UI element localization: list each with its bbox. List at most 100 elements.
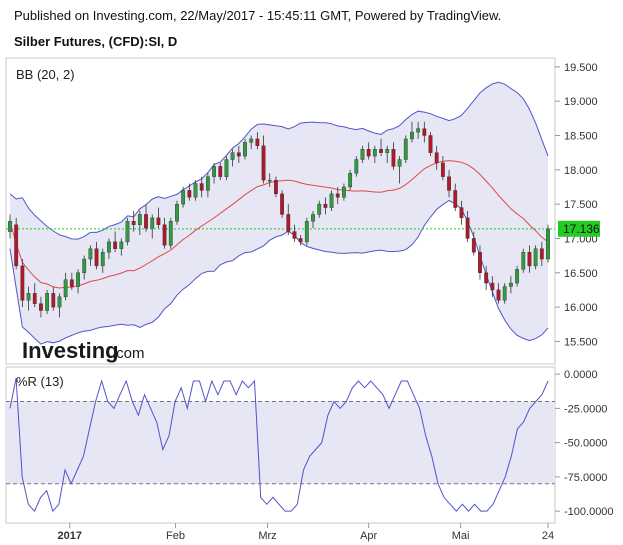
candle — [69, 272, 74, 290]
candle-body — [100, 251, 105, 267]
candle — [57, 293, 62, 318]
candle — [205, 173, 210, 198]
candle — [304, 217, 309, 246]
candle-body — [348, 173, 353, 188]
candle — [366, 142, 371, 160]
candles — [8, 121, 550, 318]
candle-body — [175, 203, 179, 222]
candle — [428, 132, 433, 157]
candle-body — [335, 193, 340, 198]
candle-body — [69, 279, 74, 287]
candle — [391, 142, 396, 170]
price-tick-label: 19.500 — [564, 62, 598, 74]
candle-body — [391, 149, 396, 167]
candle-body — [39, 303, 43, 311]
candle-body — [416, 128, 421, 133]
candle — [539, 241, 544, 266]
candle-body — [88, 248, 93, 260]
candle — [261, 135, 266, 184]
candle — [416, 121, 421, 139]
candle — [459, 200, 464, 225]
candle — [39, 296, 43, 318]
candle-body — [76, 272, 80, 287]
logo-suffix: .com — [112, 345, 145, 362]
candle — [478, 245, 482, 280]
candle — [385, 145, 390, 163]
candle-body — [366, 149, 371, 157]
candle — [125, 217, 130, 246]
candle — [471, 231, 476, 256]
lower-band-line — [9, 199, 549, 345]
candle — [342, 183, 346, 201]
candle — [348, 169, 353, 191]
candle-body — [304, 221, 309, 243]
candle-body — [354, 159, 359, 174]
candle-body — [20, 265, 25, 301]
candle — [212, 162, 216, 184]
candle-body — [286, 214, 291, 232]
candle — [100, 248, 105, 273]
candle-body — [144, 214, 148, 229]
wr-band-fill — [6, 401, 555, 484]
price-tick-label: 16.500 — [564, 268, 598, 280]
candle — [243, 138, 247, 160]
candle-body — [329, 193, 334, 208]
candle-body — [218, 166, 223, 177]
candle — [187, 183, 192, 201]
candle-body — [14, 224, 19, 267]
candle — [335, 186, 340, 205]
price-tick-label: 15.500 — [564, 336, 598, 348]
candle-body — [372, 149, 377, 157]
candle-body — [527, 251, 532, 267]
candle — [311, 211, 315, 229]
candle-body — [131, 221, 136, 225]
candle-body — [379, 149, 383, 153]
candle-body — [113, 241, 118, 249]
candle — [137, 211, 142, 236]
candle — [280, 190, 284, 218]
candle — [323, 197, 328, 215]
price-tick-label: 16.000 — [564, 302, 598, 314]
candle — [236, 145, 241, 163]
candle — [20, 259, 25, 308]
published-header: Published on Investing.com, 22/May/2017 … — [14, 8, 502, 23]
candle — [496, 283, 501, 304]
candle-body — [212, 166, 216, 177]
candle — [422, 121, 427, 143]
candle — [453, 183, 458, 211]
price-marker-value: 17.136 — [563, 222, 600, 236]
candle-body — [434, 152, 439, 164]
candle — [317, 200, 322, 218]
candle — [292, 224, 297, 242]
candle-body — [515, 269, 519, 284]
candle — [181, 186, 186, 208]
candle-body — [292, 231, 297, 239]
candle-body — [478, 251, 482, 273]
candle — [199, 176, 204, 198]
candle-body — [490, 282, 495, 291]
candle-body — [274, 179, 278, 195]
candle-body — [26, 293, 31, 301]
candle-body — [224, 159, 229, 177]
candle — [298, 235, 303, 246]
candle — [175, 200, 179, 225]
candle — [372, 145, 377, 163]
candle-body — [317, 203, 322, 215]
date-tick-label: Apr — [360, 530, 377, 542]
candle — [502, 283, 507, 304]
candle — [107, 238, 111, 260]
candle-body — [125, 221, 130, 243]
date-tick-label: 24 — [542, 530, 554, 542]
candle-body — [156, 217, 161, 225]
candle-body — [45, 293, 50, 311]
candle — [82, 255, 87, 280]
williams-r-plot — [6, 378, 555, 513]
candle — [410, 121, 414, 143]
candle-body — [496, 289, 501, 301]
candle-body — [508, 282, 513, 287]
wr-tick-label: -50.0000 — [564, 438, 607, 450]
candle-body — [32, 293, 37, 304]
chart-title: Silber Futures, (CFD):SI, D — [14, 34, 178, 49]
candle — [119, 238, 124, 256]
candle — [527, 245, 532, 273]
